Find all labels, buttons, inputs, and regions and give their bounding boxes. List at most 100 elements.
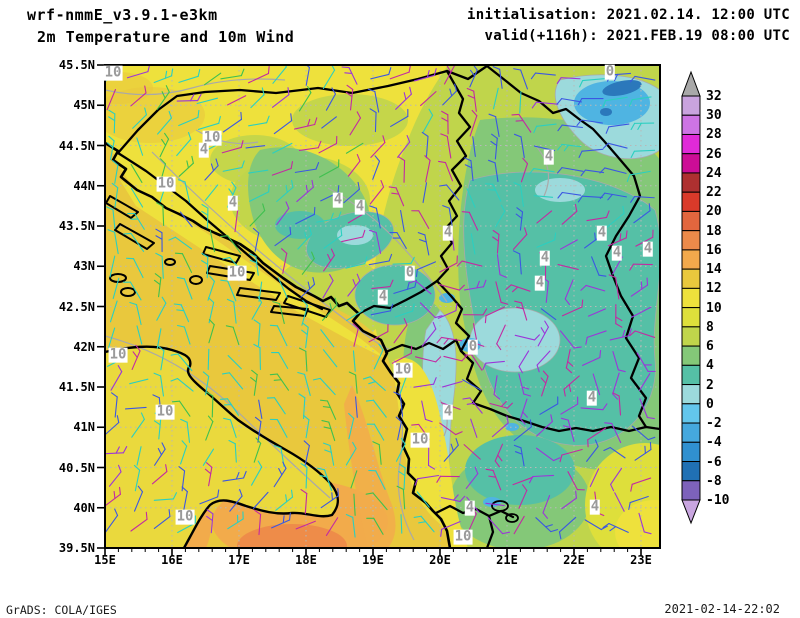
wind-barb <box>202 371 210 396</box>
wind-barb-tick <box>550 414 553 423</box>
wind-barb-tick <box>455 438 459 446</box>
wind-barb-staff <box>519 253 522 275</box>
wind-barb-staff <box>204 72 222 86</box>
wind-barb <box>269 324 288 347</box>
wind-barb <box>226 298 237 324</box>
wind-barb-tick <box>253 343 261 349</box>
wind-barb-staff <box>378 444 382 465</box>
wind-barb <box>294 162 320 173</box>
wind-barb <box>176 277 193 300</box>
wind-barb-staff <box>316 217 339 223</box>
wind-barb <box>439 422 463 436</box>
wind-barb <box>227 355 242 370</box>
wind-barb-tick <box>304 232 308 240</box>
wind-barb-tick <box>352 323 359 330</box>
wind-barb <box>201 203 209 229</box>
wind-barb <box>300 463 308 489</box>
wind-barb-tick <box>156 202 164 207</box>
wind-barb-staff <box>375 207 381 229</box>
wind-barb-staff <box>492 469 502 491</box>
wind-barb <box>540 308 557 321</box>
wind-barb <box>465 466 479 489</box>
wind-barb-tick <box>372 441 380 446</box>
wind-barb-tick <box>337 185 340 194</box>
wind-barb-staff <box>273 120 293 135</box>
wind-barb-tick <box>441 117 449 123</box>
wind-barb-tick <box>290 489 294 498</box>
wind-barb-staff <box>567 419 575 442</box>
wind-barb-staff <box>416 261 437 271</box>
wind-barb-tick <box>630 150 635 159</box>
wind-barb <box>513 68 528 90</box>
wind-barb-staff <box>320 329 335 348</box>
wind-barb-staff <box>227 95 247 106</box>
wind-barb-staff <box>305 419 310 439</box>
wind-barb-staff <box>257 421 262 443</box>
wind-barb <box>371 279 394 290</box>
wind-barb-tick <box>608 274 617 279</box>
wind-barb <box>586 210 610 222</box>
wind-barb <box>345 256 368 269</box>
wind-barb <box>105 446 128 455</box>
wind-barb-tick <box>331 87 337 95</box>
wind-barb-tick <box>221 372 230 375</box>
wind-barb-tick <box>106 206 114 211</box>
wind-barb <box>176 93 202 102</box>
wind-barb-tick <box>482 279 487 288</box>
wind-barb-staff <box>536 239 556 248</box>
wind-barb-staff <box>114 187 119 208</box>
wind-barb-staff <box>519 398 528 420</box>
wind-barb <box>325 517 339 536</box>
wind-barb <box>178 68 201 83</box>
wind-barb-staff <box>495 281 502 303</box>
wind-barb-staff <box>448 207 453 228</box>
wind-barb-tick <box>619 233 622 242</box>
wind-barb <box>400 514 403 534</box>
wind-barb-staff <box>105 514 119 534</box>
wind-barb-tick <box>113 490 116 499</box>
wind-barb <box>587 427 607 448</box>
wind-barb-staff <box>322 349 338 368</box>
wind-barb-staff <box>348 417 355 440</box>
wind-barb <box>323 227 343 249</box>
wind-barb-staff <box>355 374 358 394</box>
wind-barb <box>294 117 318 130</box>
wind-barb-staff <box>513 426 532 441</box>
wind-barb-tick <box>223 417 232 421</box>
wind-barb <box>556 77 581 85</box>
wind-barb <box>125 257 144 279</box>
wind-barb <box>296 179 314 203</box>
wind-barb-staff <box>397 421 402 441</box>
wind-barb-tick <box>500 301 509 305</box>
wind-barb <box>487 517 510 535</box>
italy-landmass <box>105 346 338 548</box>
temperature-region <box>237 524 347 548</box>
wind-barb <box>131 344 141 371</box>
wind-barb <box>608 274 620 300</box>
wind-barb-staff <box>318 166 340 178</box>
wind-barb-tick <box>513 444 522 449</box>
wind-barb-staff <box>561 306 583 317</box>
wind-barb-tick <box>176 277 185 280</box>
colorbar-over-arrow <box>681 70 701 97</box>
wind-barb <box>368 253 393 266</box>
wind-barb-tick <box>610 483 615 492</box>
colorbar-band <box>681 191 701 212</box>
wind-barb-staff <box>485 502 505 507</box>
wind-barb-tick <box>187 131 192 140</box>
wind-barb-staff <box>133 491 144 512</box>
wind-barb-staff <box>252 491 269 509</box>
wind-barb-staff <box>368 331 389 343</box>
wind-barb-staff <box>226 398 240 416</box>
wind-barb <box>155 252 164 279</box>
wind-barb <box>108 464 122 487</box>
wind-barb-staff <box>178 400 191 417</box>
wind-barb <box>604 422 622 444</box>
wind-barb <box>393 318 408 344</box>
wind-barb-staff <box>132 258 144 279</box>
wind-barb <box>173 303 190 323</box>
wind-barb <box>591 256 607 277</box>
wind-barb <box>180 440 188 465</box>
wind-barb <box>612 372 620 400</box>
wind-barb <box>564 279 574 306</box>
